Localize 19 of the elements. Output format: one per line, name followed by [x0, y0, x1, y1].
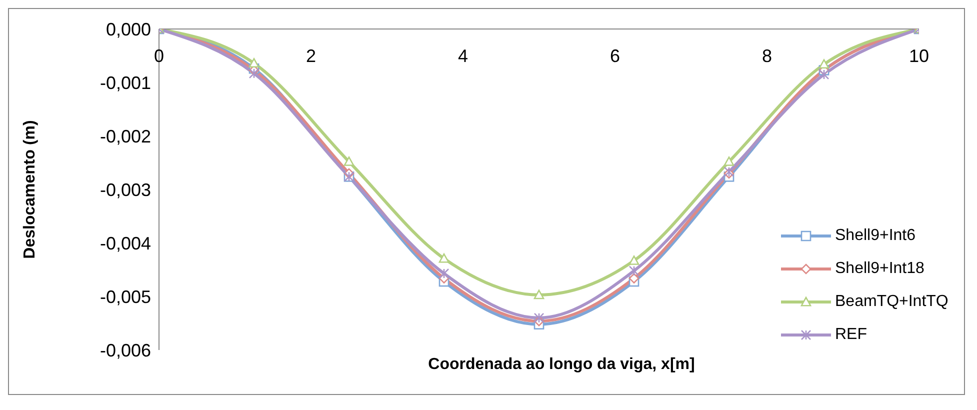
y-tick-label: -0,005 — [100, 286, 151, 307]
y-tick-label: 0,000 — [106, 19, 151, 40]
x-tick-label: 6 — [610, 46, 620, 66]
x-axis-title: Coordenada ao longo da viga, x[m] — [428, 356, 695, 373]
y-tick-label: -0,004 — [100, 233, 151, 254]
y-tick-label: -0,006 — [100, 340, 151, 360]
legend-label: Shell9+Int6 — [835, 226, 916, 244]
x-tick-label: 8 — [762, 46, 772, 66]
x-tick-label: 2 — [306, 46, 316, 66]
legend-label: REF — [835, 326, 867, 344]
legend-label: BeamTQ+IntTQ — [835, 292, 948, 310]
y-tick-label: -0,001 — [100, 72, 151, 93]
x-tick-label: 0 — [154, 46, 164, 66]
y-tick-label: -0,003 — [100, 180, 151, 200]
x-tick-label: 10 — [908, 46, 930, 66]
x-tick-label: 4 — [458, 46, 468, 66]
y-axis-title: Deslocamento (m) — [22, 120, 39, 259]
y-tick-label: -0,002 — [100, 126, 151, 146]
legend-label: Shell9+Int18 — [835, 260, 924, 278]
